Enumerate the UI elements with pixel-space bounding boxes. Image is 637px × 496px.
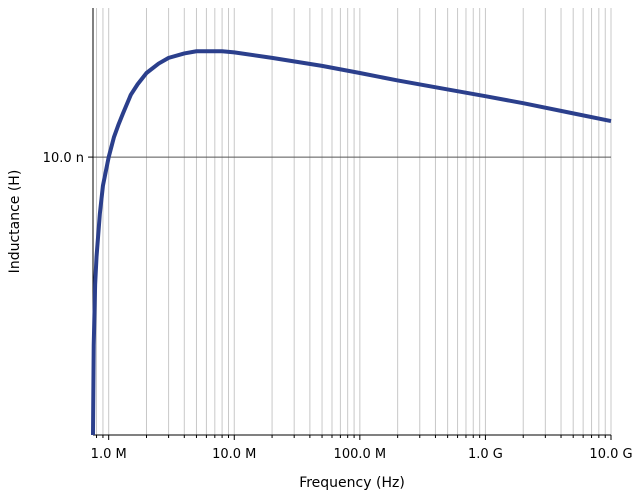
y-tick-label: 10.0 n — [43, 151, 84, 166]
x-tick-label: 10.0 G — [589, 447, 632, 462]
x-tick-label: 1.0 M — [91, 447, 127, 462]
grid-layer — [93, 8, 612, 435]
y-axis-label: Inductance (H) — [7, 170, 23, 274]
tick-layer: 1.0 M 10.0 M 100.0 M 1.0 G 10.0 G 10.0 n — [43, 151, 633, 462]
series-layer — [91, 49, 612, 436]
x-axis-label: Frequency (Hz) — [299, 475, 405, 491]
x-tick-label: 100.0 M — [334, 447, 387, 462]
series-line — [91, 49, 612, 436]
x-tick-label: 10.0 M — [212, 447, 256, 462]
x-tick-label: 1.0 G — [468, 447, 503, 462]
